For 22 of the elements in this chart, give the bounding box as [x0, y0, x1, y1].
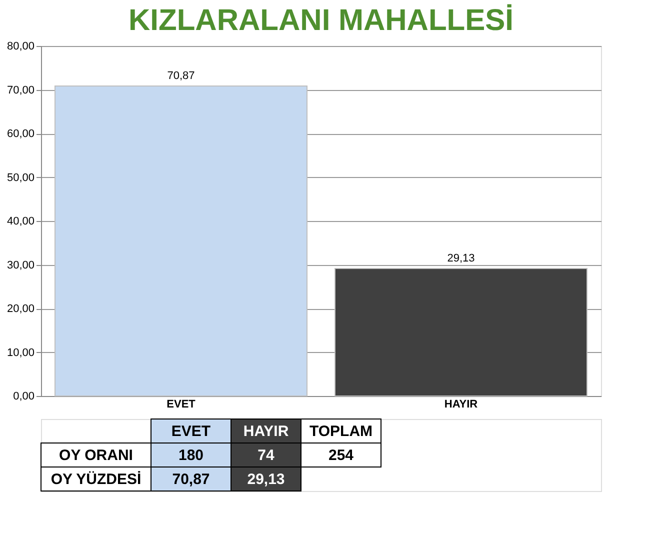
text: 74 [258, 447, 275, 464]
y-tick-label: 0,00 [13, 390, 34, 402]
y-tick-label: 60,00 [6, 128, 34, 140]
text: OY ORANI [59, 447, 133, 464]
text: TOPLAM [309, 423, 373, 440]
text: 29,13 [247, 471, 285, 488]
text: 254 [328, 447, 354, 464]
text: 70,87 [172, 471, 210, 488]
data-label: 70,87 [167, 70, 195, 82]
text: HAYIR [243, 423, 289, 440]
y-tick-label: 20,00 [6, 303, 34, 315]
y-tick-label: 30,00 [6, 259, 34, 272]
y-tick-label: 70,00 [6, 84, 34, 96]
y-tick-label: 40,00 [6, 216, 34, 228]
text: EVET [171, 423, 211, 440]
data-label: 29,13 [447, 252, 475, 265]
chart-title: KIZLARALANI MAHALLESİ [128, 4, 514, 37]
y-tick-label: 10,00 [6, 346, 34, 359]
text: 180 [178, 447, 204, 464]
text: OY YÜZDESİ [50, 471, 142, 488]
y-tick-label: 50,00 [6, 172, 34, 184]
y-tick-label: 80,00 [6, 40, 34, 52]
